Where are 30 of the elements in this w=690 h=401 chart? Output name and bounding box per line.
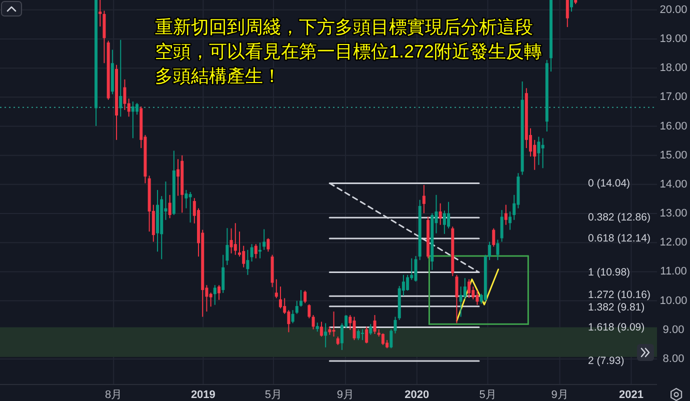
y-tick-label: 9.00: [662, 324, 684, 336]
y-tick-label: 13.00: [660, 208, 688, 220]
y-tick-label: 18.00: [660, 62, 688, 74]
x-tick-label: 2020: [404, 389, 430, 401]
y-tick-label: 11.00: [660, 266, 687, 278]
y-tick-label: 14.00: [660, 178, 688, 190]
series-label: 1.272 (10.16): [588, 288, 650, 301]
series-label: 0.618 (12.14): [588, 232, 650, 245]
y-tick-label: 15.00: [660, 149, 688, 162]
series-label: 0 (14.04): [588, 177, 630, 190]
series-label: 1.618 (9.09): [588, 321, 645, 334]
y-tick-label: 16.00: [660, 120, 688, 132]
x-tick-label: 9月: [336, 389, 354, 401]
series-label: 1 (10.98): [588, 266, 630, 278]
x-tick-label: 8月: [105, 389, 122, 401]
y-tick-label: 17.00: [660, 91, 688, 104]
series-label: 2 (7.93): [588, 355, 624, 368]
annotation: 重新切回到周綫，下方多頭目標實現后分析這段空頭，可以看見在第一目標位1.272附近發生反轉多頭結構產生！: [155, 17, 542, 86]
y-tick-label: 10.00: [660, 294, 688, 307]
series-label: 0.382 (12.86): [588, 212, 650, 224]
x-tick-label: 9月: [551, 389, 568, 401]
series-label: 1.382 (9.81): [588, 301, 645, 314]
y-tick-label: 8.00: [662, 352, 684, 365]
x-tick-label: 2019: [190, 389, 216, 401]
y-tick-label: 19.00: [660, 32, 688, 45]
y-tick-label: 20.00: [660, 4, 688, 16]
x-tick-label: 5月: [264, 389, 282, 401]
x-tick-label: 5月: [479, 389, 496, 401]
y-tick-label: 12.00: [660, 236, 688, 249]
x-tick-label: 2021: [619, 389, 644, 401]
